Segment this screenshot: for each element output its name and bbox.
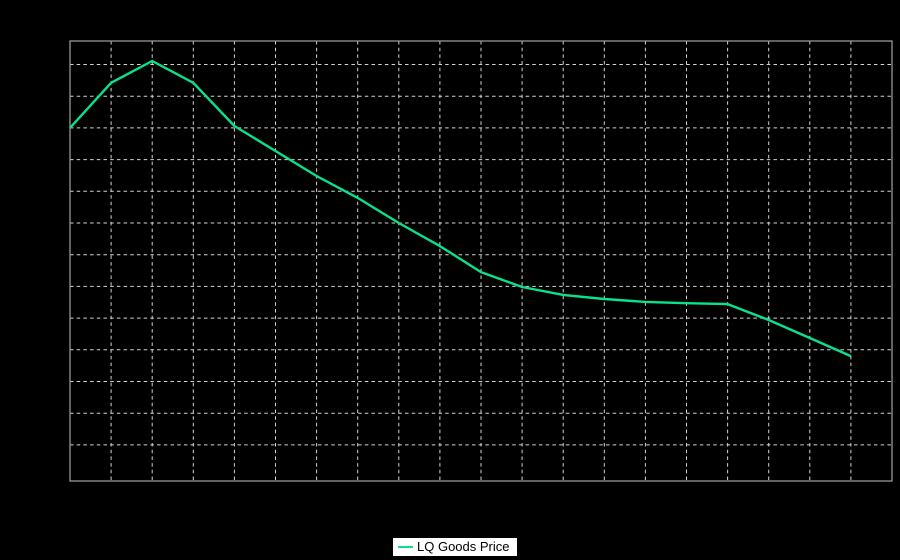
legend-label: LQ Goods Price [417,539,510,554]
series-line-lq-goods-price [69,59,852,358]
legend: LQ Goods Price [393,538,517,556]
plot-border [69,40,893,482]
legend-line-sample-icon [398,546,413,548]
